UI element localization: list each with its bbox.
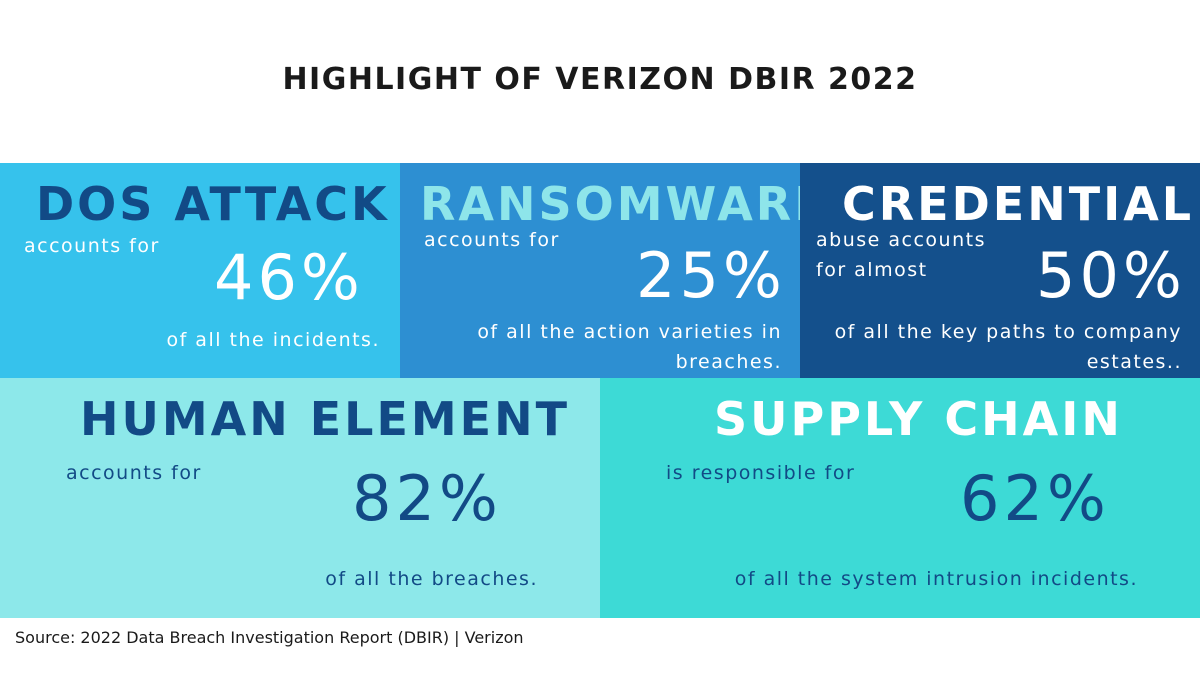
credential-suffix: of all the key paths to company estates.… (834, 321, 1182, 373)
ransomware-heading: RANSOMWARE (420, 177, 800, 231)
human-element-heading: HUMAN ELEMENT (80, 392, 570, 446)
credential-heading: CREDENTIAL (842, 177, 1195, 231)
ransomware-prefix: accounts for (424, 229, 560, 251)
ransomware-percent: 25% (636, 239, 786, 312)
human-element-suffix: of all the breaches. (325, 568, 538, 590)
credential-percent: 50% (1036, 239, 1186, 312)
supply-chain-suffix: of all the system intrusion incidents. (734, 568, 1138, 590)
source-caption: Source: 2022 Data Breach Investigation R… (15, 628, 524, 647)
dos-attack-panel: DOS ATTACK accounts for 46% of all the i… (0, 163, 400, 378)
credential-prefix: abuse accounts for almost (816, 229, 986, 281)
supply-chain-panel: SUPPLY CHAIN is responsible for 62% of a… (600, 378, 1200, 618)
human-element-panel: HUMAN ELEMENT accounts for 82% of all th… (0, 378, 600, 618)
credential-panel: CREDENTIAL abuse accounts for almost 50%… (800, 163, 1200, 378)
dos-attack-heading: DOS ATTACK (36, 177, 390, 231)
supply-chain-prefix: is responsible for (666, 462, 856, 484)
ransomware-panel: RANSOMWARE accounts for 25% of all the a… (400, 163, 800, 378)
supply-chain-percent: 62% (960, 462, 1110, 535)
dos-attack-prefix: accounts for (24, 235, 160, 257)
ransomware-suffix: of all the action varieties in breaches. (477, 321, 782, 373)
supply-chain-heading: SUPPLY CHAIN (714, 392, 1123, 446)
page-title: HIGHLIGHT OF VERIZON DBIR 2022 (282, 62, 918, 97)
human-element-prefix: accounts for (66, 462, 202, 484)
human-element-percent: 82% (352, 462, 502, 535)
dos-attack-suffix: of all the incidents. (166, 329, 380, 351)
dos-attack-percent: 46% (214, 241, 364, 314)
